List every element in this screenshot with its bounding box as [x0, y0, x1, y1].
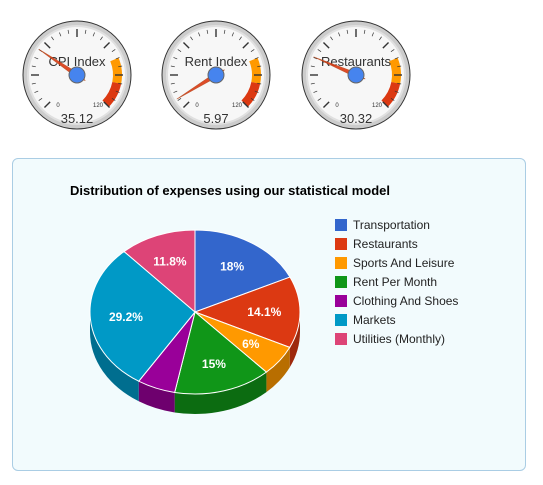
pie-side-3: [266, 347, 290, 393]
gauge-hub: [207, 66, 225, 84]
red-zone: [241, 82, 261, 107]
legend-label: Sports And Leisure: [353, 255, 455, 270]
pie-side-5: [138, 381, 175, 413]
legend-label: Markets: [353, 312, 396, 327]
pie-side-6: [90, 312, 139, 402]
pie-side-2: [289, 312, 300, 368]
red-zone: [381, 82, 401, 107]
pie-slice-2[interactable]: [193, 276, 301, 348]
gauge-max-label: 120: [93, 103, 104, 109]
legend-label: Restaurants: [353, 236, 418, 251]
gauge-hub: [347, 66, 365, 84]
legend-label: Utilities (Monthly): [353, 331, 446, 346]
pie-slice-label: 29.2%: [109, 310, 143, 324]
pie-slice-label: 6%: [242, 337, 260, 351]
legend-item[interactable]: Transportation: [335, 215, 458, 234]
gauge-hub: [68, 66, 86, 84]
gauge-label: Restaurants: [321, 54, 392, 69]
legend-item[interactable]: Sports And Leisure: [335, 253, 458, 272]
red-zone: [102, 82, 122, 107]
gauge-max-label: 120: [372, 103, 383, 109]
pie-slice-label: 18%: [220, 259, 244, 273]
legend-swatch: [335, 237, 347, 250]
legend-item[interactable]: Clothing And Shoes: [335, 291, 458, 310]
gauge-value: 5.97: [203, 111, 228, 126]
pie-slice-7[interactable]: [123, 229, 196, 314]
legend-swatch: [335, 275, 347, 288]
gauge-value: 30.32: [340, 111, 373, 126]
expense-distribution-chart: 18% 14.1% 6% 15% 29.2% 11.8% Distribution of …: [12, 158, 526, 471]
legend-swatch: [335, 294, 347, 307]
legend-item[interactable]: Restaurants: [335, 234, 458, 253]
legend-label: Rent Per Month: [353, 274, 438, 289]
yellow-zone: [389, 57, 401, 84]
pie-slice-label: 11.8%: [153, 255, 187, 269]
gauge-min-label: 0: [335, 103, 339, 109]
cpi-index-gauge: 0 120 CPI Index 35.12: [22, 20, 132, 130]
restaurants-gauge: 0 120 Restaurants 30.32: [301, 20, 411, 130]
pie-slice-1[interactable]: [194, 229, 291, 313]
pie-slice-4[interactable]: [174, 311, 268, 395]
pie-slice-label: 14.1%: [247, 305, 281, 319]
chart-legend: Transportation Restaurants Sports And Leis…: [335, 215, 458, 348]
pie-slice-6[interactable]: [89, 250, 196, 382]
gauge-label: Rent Index: [185, 54, 248, 69]
legend-swatch: [335, 256, 347, 269]
yellow-zone: [110, 57, 123, 84]
legend-swatch: [335, 313, 347, 326]
pie-slice-label: 15%: [202, 357, 226, 371]
legend-swatch: [335, 332, 347, 345]
pie-side-4: [174, 372, 267, 414]
legend-item[interactable]: Markets: [335, 310, 458, 329]
legend-item[interactable]: Utilities (Monthly): [335, 329, 458, 348]
legend-swatch: [335, 218, 347, 231]
gauge-max-label: 120: [232, 103, 243, 109]
rent-index-gauge: 0 120 Rent Index 5.97: [161, 20, 271, 130]
pie-chart: 18% 14.1% 6% 15% 29.2% 11.8%: [89, 229, 301, 414]
gauge-min-label: 0: [195, 103, 199, 109]
gauge-min-label: 0: [56, 103, 60, 109]
legend-label: Transportation: [353, 217, 430, 232]
gauge-value: 35.12: [61, 111, 94, 126]
legend-label: Clothing And Shoes: [353, 293, 459, 308]
chart-title: Distribution of expenses using our stati…: [70, 183, 390, 198]
legend-item[interactable]: Rent Per Month: [335, 272, 458, 291]
yellow-zone: [249, 57, 261, 84]
